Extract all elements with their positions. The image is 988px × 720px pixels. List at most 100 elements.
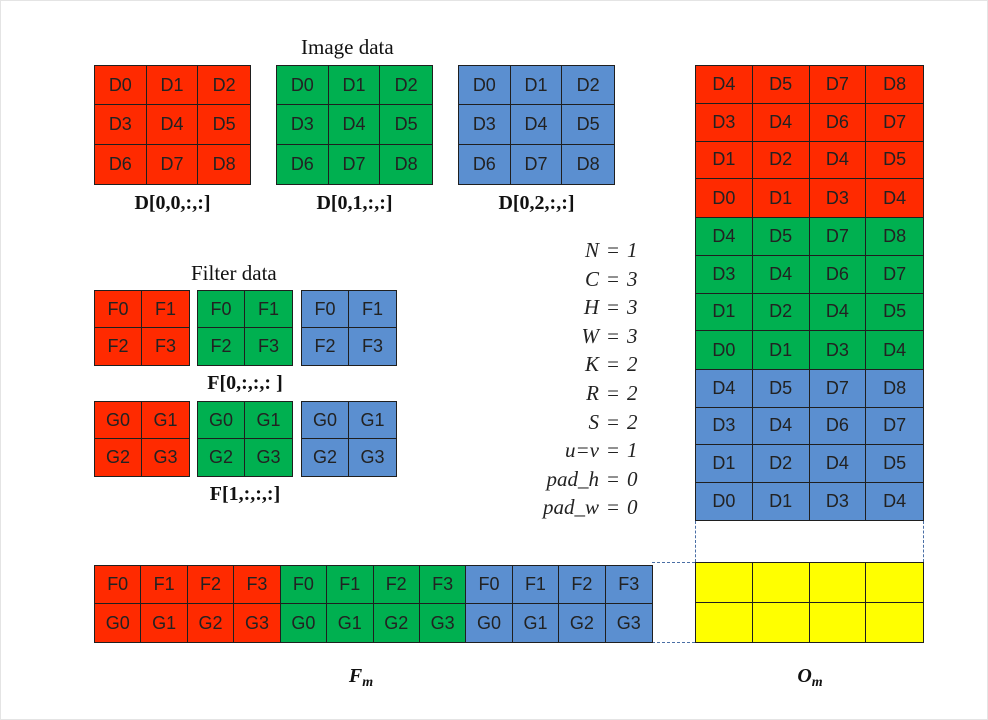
dashed-connector-right [923, 521, 924, 562]
grid-cell: F2 [302, 328, 349, 365]
dashed-connector-bottom [652, 642, 695, 643]
grid-cell: D0 [95, 66, 147, 106]
grid-cell: D5 [752, 370, 810, 408]
grid-cell: D1 [328, 66, 381, 106]
grid-cell: G2 [373, 604, 420, 642]
parameter-name: pad_w [542, 495, 599, 520]
grid-cell: D2 [198, 66, 250, 106]
grid-cell: F3 [419, 566, 467, 604]
grid-cell: F0 [95, 291, 142, 328]
grid-cell: D2 [752, 445, 810, 483]
grid-cell: D4 [752, 407, 810, 445]
grid-cell: F1 [245, 291, 292, 328]
grid-cell: G3 [245, 439, 292, 476]
filter-0-channel-2-grid: F0 F1 F2 F3 [301, 290, 397, 366]
grid-cell: D4 [328, 105, 381, 145]
grid-cell: G3 [605, 604, 652, 642]
grid-cell: D4 [752, 103, 810, 142]
grid-cell: D7 [866, 255, 923, 294]
grid-cell: D1 [146, 66, 199, 106]
grid-cell: D1 [696, 445, 753, 483]
grid-cell: F3 [245, 328, 292, 365]
grid-cell: D5 [198, 105, 250, 145]
grid-cell: G0 [466, 604, 513, 642]
om-label-main: O [797, 665, 812, 687]
parameter-value: 0 [627, 495, 638, 520]
fm-label-sub: m [362, 675, 374, 690]
grid-cell: G0 [95, 604, 142, 642]
filter-0-channel-1-grid: F0 F1 F2 F3 [197, 290, 293, 366]
equals-sign: = [607, 495, 619, 520]
grid-cell: D4 [866, 331, 923, 369]
grid-cell: F3 [234, 566, 281, 604]
parameter-name: H [583, 295, 599, 320]
grid-cell [809, 602, 867, 642]
grid-cell: G3 [142, 439, 189, 476]
grid-cell: D8 [198, 144, 250, 184]
image-caption-2: D[0,2,:,:] [498, 192, 575, 214]
grid-cell: D6 [809, 103, 867, 142]
grid-cell: D1 [510, 66, 563, 106]
grid-cell: D5 [752, 66, 810, 104]
grid-cell: D1 [752, 331, 810, 369]
grid-cell: D0 [459, 66, 511, 106]
grid-cell: D7 [146, 144, 199, 184]
parameter-name: N [584, 238, 599, 262]
parameter-value: 3 [627, 323, 638, 348]
image-caption-0: D[0,0,:,:] [134, 192, 211, 214]
parameter-row: R = 2 [501, 381, 637, 406]
grid-cell: D5 [380, 105, 432, 145]
parameter-row: C = 3 [501, 267, 638, 292]
grid-cell: D3 [809, 482, 867, 520]
grid-cell: G0 [95, 402, 142, 439]
grid-cell: D1 [752, 179, 810, 217]
grid-cell: D7 [809, 218, 867, 256]
parameter-value: 1 [627, 438, 638, 463]
grid-cell: D0 [696, 482, 753, 520]
grid-cell: G3 [234, 604, 281, 642]
grid-cell [752, 563, 810, 603]
grid-cell: F1 [141, 566, 188, 604]
grid-cell: G1 [512, 604, 560, 642]
fm-grid: F0 F1 F2 F3 F0 F1 F2 F3 F0 F1 F2 F3 G0 G1 G2 G3 G0 G1 G2 G3… [94, 565, 653, 643]
grid-cell: D7 [866, 407, 923, 445]
grid-cell: D3 [95, 105, 147, 145]
dashed-connector-top [652, 562, 695, 563]
grid-cell: F0 [466, 566, 513, 604]
grid-cell: F1 [327, 566, 374, 604]
grid-cell: F0 [302, 291, 349, 328]
filter-caption-0: F[0,:,:,: ] [207, 372, 283, 394]
parameter-name: W [581, 323, 600, 348]
filter-caption-1: F[1,:,:,:] [209, 483, 281, 505]
grid-cell: D3 [809, 179, 867, 217]
parameter-row: W = 3 [501, 324, 638, 349]
fm-label-main: F [348, 665, 363, 687]
parameter-row: N = 1 [501, 238, 638, 263]
grid-cell: D6 [459, 144, 511, 184]
parameter-name: R [586, 381, 599, 405]
grid-cell: G0 [280, 604, 328, 642]
equals-sign: = [607, 438, 619, 463]
grid-cell: G2 [559, 604, 606, 642]
equals-sign: = [607, 466, 619, 491]
om-channel-1-grid: D4 D5 D7 D8 D3 D4 D6 D7 D1 D2 D4 D5 D0 D1 D3 D4 [695, 217, 924, 370]
grid-cell: D4 [866, 482, 923, 520]
grid-cell: D4 [866, 179, 923, 217]
om-label: Om [750, 665, 870, 691]
grid-cell: F1 [349, 291, 396, 328]
grid-cell: F2 [373, 566, 420, 604]
equals-sign: = [607, 295, 619, 320]
grid-cell [696, 563, 753, 603]
grid-cell: F3 [605, 566, 652, 604]
grid-cell: D4 [752, 255, 810, 294]
grid-cell: D0 [277, 66, 329, 106]
grid-cell: D8 [866, 218, 923, 256]
grid-cell: D3 [809, 331, 867, 369]
grid-cell: G1 [142, 402, 189, 439]
grid-cell: D3 [459, 105, 511, 145]
grid-cell [866, 602, 923, 642]
parameter-name: K [584, 352, 599, 377]
grid-cell: D8 [866, 370, 923, 408]
parameter-value: 1 [627, 238, 638, 262]
grid-cell: D4 [510, 105, 563, 145]
